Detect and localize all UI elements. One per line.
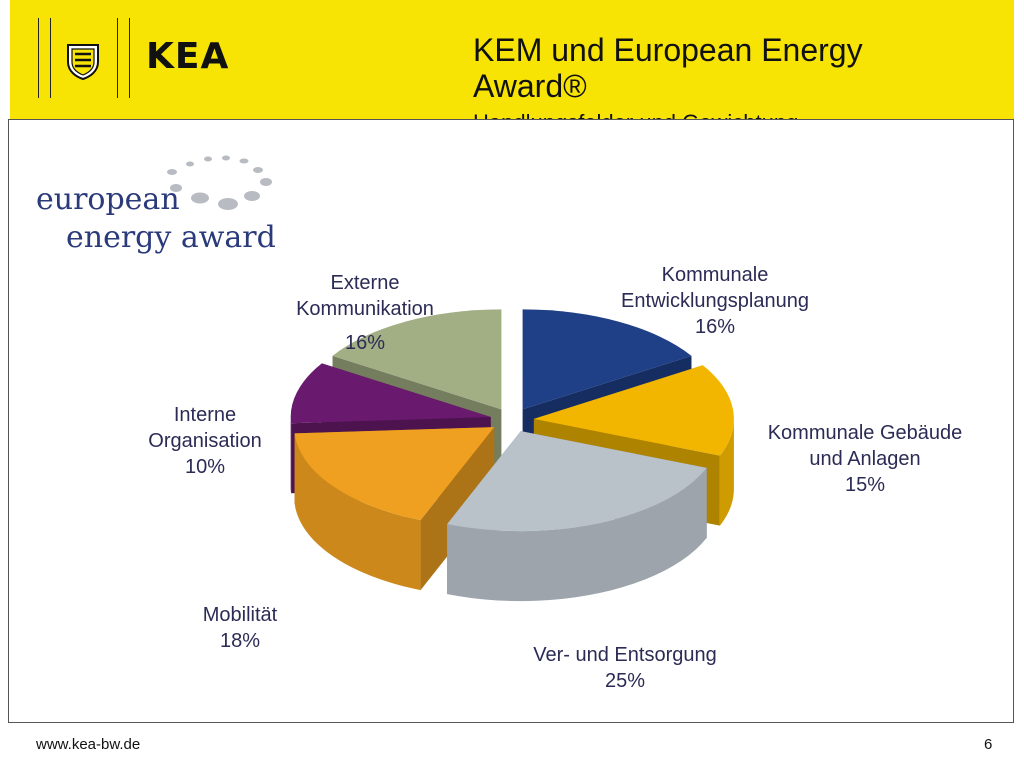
slide-title: KEM und European Energy Award® xyxy=(473,32,863,104)
slice-value: 10% xyxy=(184,456,226,478)
slice-label-line: Mobilität xyxy=(202,604,278,626)
eea-logo-dots xyxy=(167,155,272,210)
eea-logo-line1: european xyxy=(36,182,180,217)
page-number: 6 xyxy=(984,736,993,753)
pie-slice xyxy=(294,427,495,591)
slice-label-line: Interne xyxy=(173,404,237,426)
slice-label-interne-organisation: Interne Organisation 10% xyxy=(130,402,280,480)
kea-brand: KEA xyxy=(146,36,230,77)
pie-slice-top xyxy=(533,365,734,456)
slice-label-mobilitaet: Mobilität 18% xyxy=(170,602,310,654)
slice-label-externe-kommunikation: Externe Kommunikation 16% xyxy=(270,270,460,356)
pie-slice-side xyxy=(294,433,421,591)
slice-label-line: Externe xyxy=(330,272,400,294)
slice-value: 16% xyxy=(694,316,736,338)
footer-url: www.kea-bw.de xyxy=(36,736,141,753)
slice-value: 18% xyxy=(219,630,261,652)
kea-logo-frame xyxy=(38,18,130,98)
pie-slice-top xyxy=(290,363,491,424)
content-frame xyxy=(8,119,1014,723)
pie-slice-top xyxy=(294,427,495,521)
pie-slice-top xyxy=(447,431,707,532)
slice-label-line: Kommunale Gebäude xyxy=(767,422,963,444)
slice-label-kommunale-gebaeude: Kommunale Gebäude und Anlagen 15% xyxy=(740,420,990,498)
pie-slice-top xyxy=(522,309,692,410)
coat-of-arms-icon xyxy=(67,44,99,80)
slice-label-line: Organisation xyxy=(148,430,262,452)
eea-logo-line2: energy award xyxy=(66,220,276,255)
slice-label-kommunale-entwicklungsplanung: Kommunale Entwicklungsplanung 16% xyxy=(590,262,840,340)
pie-slice-top xyxy=(332,309,502,410)
kea-logo-inner-frame xyxy=(50,18,118,98)
slice-label-line: Kommunale xyxy=(661,264,769,286)
pie-slice-side xyxy=(447,467,707,602)
slice-label-line: und Anlagen xyxy=(809,448,921,470)
slice-value: 15% xyxy=(844,474,886,496)
slice-value: 25% xyxy=(604,670,646,692)
slice-label-line: Entwicklungsplanung xyxy=(621,290,809,312)
slice-value: 16% xyxy=(344,332,386,354)
pie-slice xyxy=(447,431,707,602)
slice-label-line: Ver- und Entsorgung xyxy=(533,644,717,666)
slice-label-ver-und-entsorgung: Ver- und Entsorgung 25% xyxy=(500,642,750,694)
slice-label-line: Kommunikation xyxy=(296,298,434,320)
pie-slice-side xyxy=(719,418,734,526)
